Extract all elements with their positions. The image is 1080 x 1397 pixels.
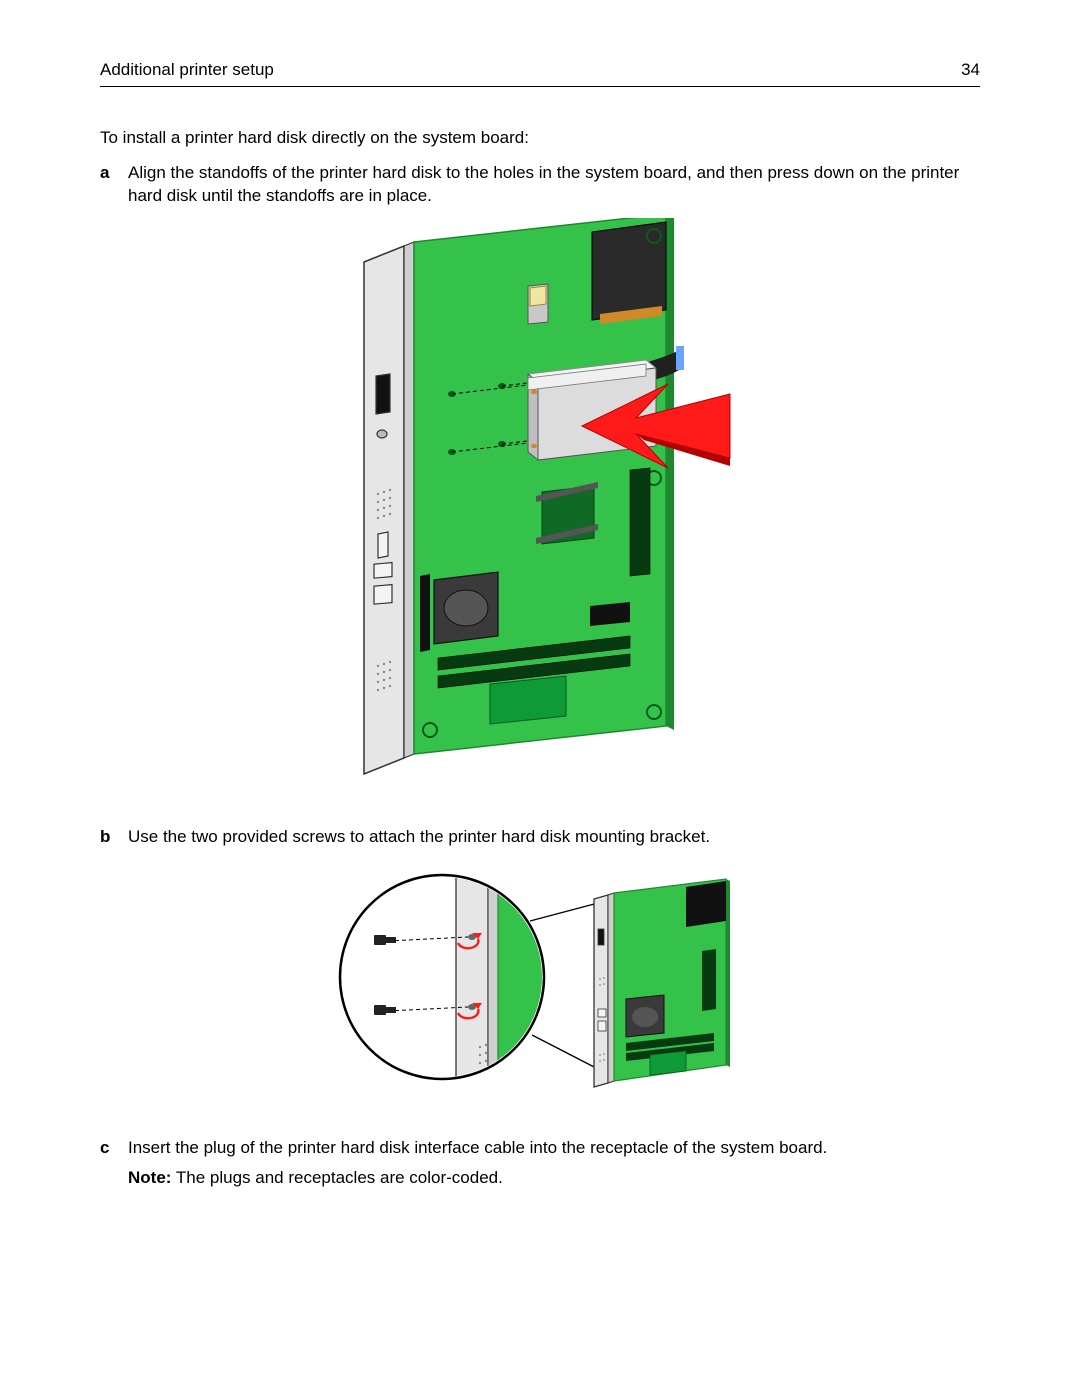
step-marker: a [100, 162, 128, 208]
note-label: Note: [128, 1168, 171, 1187]
header-rule [100, 86, 980, 87]
step-c-note: Note: The plugs and receptacles are colo… [128, 1168, 1020, 1188]
step-marker: b [100, 826, 128, 849]
figure-1 [60, 218, 1020, 808]
intro-text: To install a printer hard disk directly … [100, 127, 980, 150]
step-body: Insert the plug of the printer hard disk… [128, 1137, 980, 1160]
system-board-diagram [330, 218, 750, 808]
step-body: Use the two provided screws to attach th… [128, 826, 980, 849]
page-header: Additional printer setup 34 [60, 60, 1020, 86]
page-section-title: Additional printer setup [100, 60, 274, 80]
step-b: b Use the two provided screws to attach … [100, 826, 980, 849]
document-page: Additional printer setup 34 To install a… [0, 0, 1080, 1397]
step-marker: c [100, 1137, 128, 1160]
page-number: 34 [961, 60, 980, 80]
step-a: a Align the standoffs of the printer har… [100, 162, 980, 208]
note-text: The plugs and receptacles are color‑code… [171, 1168, 502, 1187]
screw-bracket-diagram [330, 859, 750, 1119]
figure-2 [60, 859, 1020, 1119]
step-body: Align the standoffs of the printer hard … [128, 162, 980, 208]
step-c: c Insert the plug of the printer hard di… [100, 1137, 980, 1160]
